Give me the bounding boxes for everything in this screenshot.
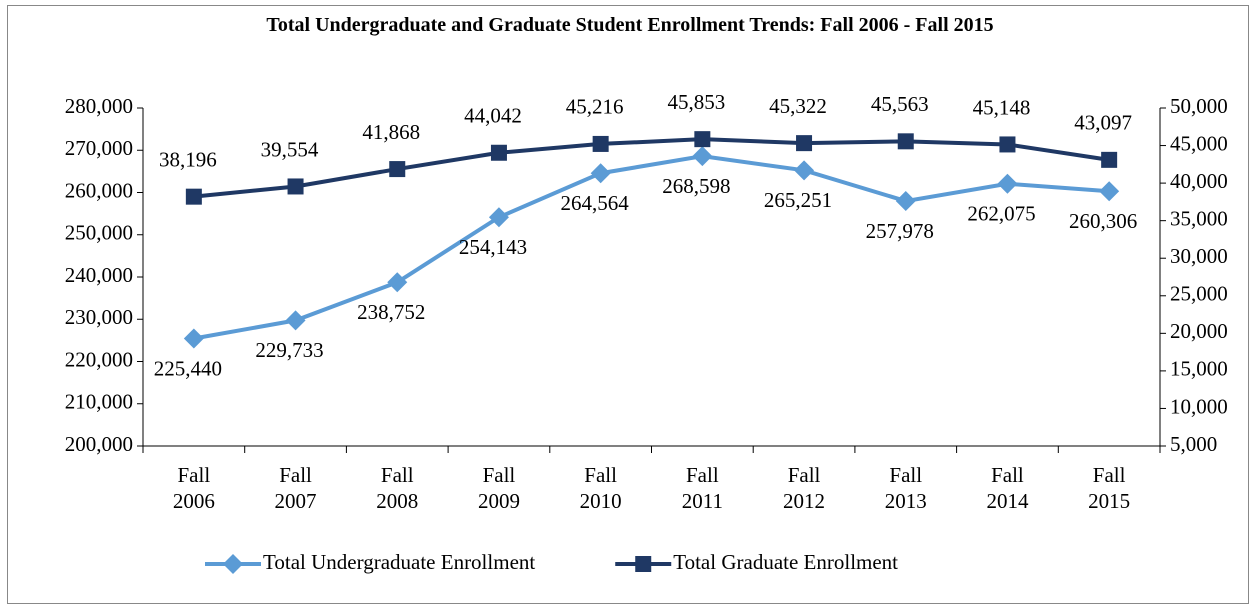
y-tick-label: 220,000 (65, 347, 133, 371)
data-label: 262,075 (967, 202, 1035, 226)
data-label: 39,554 (261, 137, 319, 161)
data-label: 45,563 (871, 92, 929, 116)
data-label: 38,196 (159, 147, 217, 171)
point (796, 135, 813, 152)
data-label: 45,148 (973, 95, 1031, 119)
y-tick-label: 250,000 (65, 221, 133, 245)
y2-tick-label: 45,000 (1170, 131, 1228, 155)
data-label: 264,564 (561, 191, 630, 215)
y2-tick-label: 10,000 (1170, 394, 1228, 418)
chart-title: Total Undergraduate and Graduate Student… (266, 14, 994, 36)
data-label: 45,322 (769, 94, 827, 118)
point (185, 188, 202, 205)
x-tick-label: Fall 2007 (274, 463, 317, 513)
chart-frame (7, 5, 1249, 604)
point (285, 310, 306, 331)
data-label: 43,097 (1074, 111, 1132, 135)
data-label: 225,440 (154, 356, 222, 380)
y2-tick-label: 50,000 (1170, 94, 1228, 118)
x-tick-label: Fall 2009 (477, 463, 520, 513)
legend-label: Total Graduate Enrollment (673, 550, 898, 574)
point (387, 272, 408, 293)
x-tick-label: Fall 2014 (986, 463, 1029, 513)
point (490, 144, 507, 161)
y2-tick-label: 25,000 (1170, 282, 1228, 306)
x-tick-label: Fall 2015 (1088, 463, 1131, 513)
x-tick-label: Fall 2011 (681, 463, 723, 513)
point (1099, 181, 1120, 202)
y2-tick-label: 5,000 (1170, 432, 1217, 456)
y-tick-label: 270,000 (65, 136, 133, 160)
series-line (193, 154, 1110, 341)
point (999, 136, 1016, 153)
data-label: 268,598 (662, 174, 730, 198)
legend-marker (223, 554, 243, 574)
point (488, 207, 509, 228)
point (897, 133, 914, 150)
y-tick-label: 210,000 (65, 390, 133, 414)
point (590, 163, 611, 184)
data-label: 257,978 (866, 219, 934, 243)
y-tick-label: 260,000 (65, 178, 133, 202)
x-tick-label: Fall 2010 (579, 463, 622, 513)
legend-marker (635, 556, 652, 572)
y-tick-label: 230,000 (65, 305, 133, 329)
x-tick-label: Fall 2008 (376, 463, 419, 513)
point (592, 135, 609, 152)
point (389, 161, 406, 178)
data-label: 44,042 (464, 104, 522, 128)
data-label: 41,868 (362, 120, 420, 144)
data-label: 45,853 (667, 90, 725, 114)
y2-tick-label: 40,000 (1170, 169, 1228, 193)
data-label: 260,306 (1069, 209, 1137, 233)
series-line (193, 137, 1110, 199)
data-label: 254,143 (459, 235, 527, 259)
y-tick-label: 240,000 (65, 263, 133, 287)
y2-tick-label: 35,000 (1170, 206, 1228, 230)
y2-tick-label: 30,000 (1170, 244, 1228, 268)
point (794, 160, 815, 181)
y-tick-label: 200,000 (65, 432, 133, 456)
point (694, 131, 711, 148)
point (287, 178, 304, 195)
y2-tick-label: 15,000 (1170, 357, 1228, 381)
data-label: 45,216 (566, 95, 624, 119)
point (183, 328, 204, 349)
x-tick-label: Fall 2013 (884, 463, 927, 513)
data-label: 238,752 (357, 300, 425, 324)
point (692, 146, 713, 167)
point (1101, 151, 1118, 168)
data-label: 265,251 (764, 188, 832, 212)
y-tick-label: 280,000 (65, 94, 133, 118)
legend-label: Total Undergraduate Enrollment (263, 550, 535, 574)
point (895, 191, 916, 212)
point (997, 173, 1018, 194)
data-label: 229,733 (255, 338, 323, 362)
y2-tick-label: 20,000 (1170, 319, 1228, 343)
x-tick-label: Fall 2006 (172, 463, 215, 513)
x-tick-label: Fall 2012 (783, 463, 826, 513)
